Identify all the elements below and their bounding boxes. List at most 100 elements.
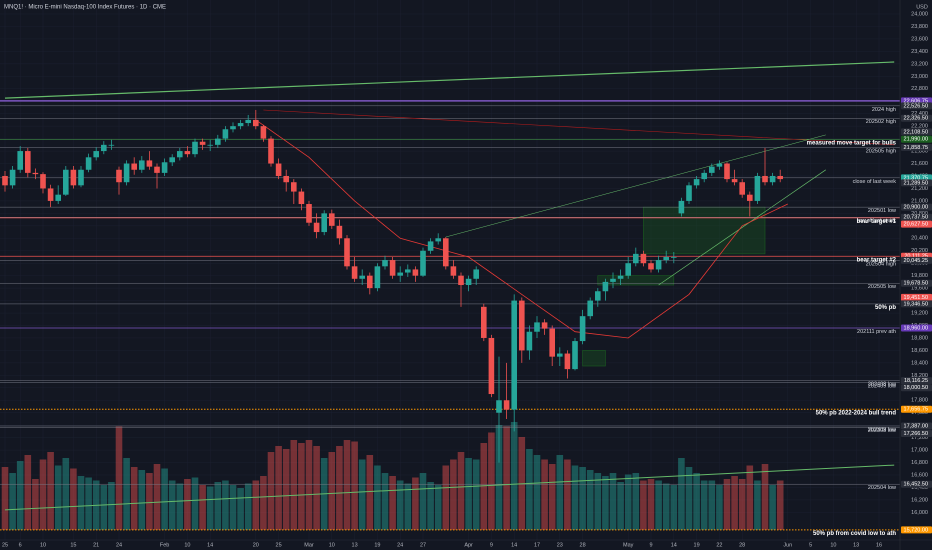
x-tick-label: 6: [19, 542, 22, 548]
candle-body: [503, 400, 510, 410]
price-tag: [901, 430, 932, 438]
y-tick-label: 19,600: [911, 286, 928, 292]
volume-bar: [700, 480, 708, 530]
price-tag-label: 22,108.50: [904, 129, 928, 135]
price-tag-label: 20,045.25: [904, 258, 928, 264]
price-tag: [901, 279, 932, 287]
y-tick-label: 23,800: [911, 24, 928, 30]
volume-bar: [526, 449, 533, 530]
y-tick-label: 18,200: [911, 373, 928, 379]
candle-body: [161, 162, 168, 173]
price-tag: [901, 213, 932, 221]
volume-bar: [723, 479, 731, 530]
price-tag-label: 21,289.50: [904, 180, 928, 186]
level-label: 202504 high: [866, 261, 896, 267]
candle-body: [724, 163, 730, 180]
candle-body: [564, 353, 571, 370]
candle-body: [610, 278, 616, 282]
price-tag: [901, 128, 932, 136]
price-tag-label: 22,326.50: [904, 116, 928, 122]
candle-body: [55, 194, 61, 201]
x-tick-label: 5: [809, 542, 812, 548]
candle-body: [17, 151, 23, 170]
volume-bar: [389, 476, 396, 530]
candle-body: [260, 126, 267, 139]
trend-line: [445, 134, 826, 238]
candle-body: [192, 141, 198, 155]
candle-body: [329, 213, 335, 226]
price-tag-label: 17,266.50: [904, 431, 928, 437]
candle-body: [40, 174, 46, 189]
volume-bar: [1, 467, 9, 530]
candle-body: [367, 275, 373, 289]
candle-body: [648, 263, 654, 270]
price-tag: [901, 324, 932, 332]
price-tag-label: 21,990.00: [904, 137, 928, 143]
volume-bar: [100, 485, 108, 530]
level-label: 202505 high: [866, 148, 896, 154]
volume-bar: [738, 479, 746, 530]
price-tag-label: 20,111.25: [904, 254, 928, 260]
candle-body: [222, 129, 229, 139]
volume-bar: [442, 465, 450, 530]
candle-body: [344, 238, 350, 267]
candle-body: [549, 328, 555, 357]
volume-bar: [222, 480, 229, 530]
volume-bar: [624, 474, 632, 530]
volume-bar: [237, 488, 244, 530]
y-tick-label: 23,000: [911, 74, 928, 80]
volume-bar: [571, 465, 579, 530]
x-tick-label: 9: [490, 542, 493, 548]
volume-bar: [510, 422, 518, 530]
candle-body: [762, 175, 768, 183]
volume-bar: [609, 473, 617, 530]
volume-bar: [632, 473, 640, 530]
candle-body: [47, 188, 54, 201]
volume-bar: [108, 482, 115, 530]
price-tag: [901, 220, 932, 228]
volume-bar: [548, 464, 556, 530]
level-label: 202501 low: [868, 208, 896, 214]
y-tick-label: 21,800: [911, 149, 928, 155]
candle-body: [587, 300, 593, 317]
x-tick-label: 10: [184, 542, 190, 548]
price-tag-label: 17,387.00: [904, 423, 928, 429]
y-tick-label: 21,600: [911, 161, 928, 167]
price-tag: [901, 143, 932, 151]
volume-bar: [267, 452, 275, 530]
price-tag-label: 19,678.50: [904, 281, 928, 287]
volume-bar: [602, 476, 609, 530]
volume-bar: [252, 480, 260, 530]
volume-bar: [716, 485, 723, 530]
volume-bar: [336, 446, 343, 530]
y-tick-label: 16,600: [911, 472, 928, 478]
x-tick-label: 14: [207, 542, 213, 548]
volume-bar: [579, 467, 586, 530]
volume-bar: [305, 440, 313, 530]
volume-bar: [480, 443, 488, 530]
y-tick-label: 21,000: [911, 198, 928, 204]
price-tag-label: 17,656.75: [904, 407, 928, 413]
volume-bar: [746, 465, 754, 530]
candle-body: [2, 175, 8, 186]
volume-bar: [434, 485, 442, 530]
x-tick-label: 19: [694, 542, 700, 548]
volume-bar: [199, 485, 206, 530]
candle-body: [131, 163, 137, 170]
candle-body: [177, 151, 183, 158]
volume-bar: [678, 458, 685, 530]
candle-body: [351, 266, 358, 279]
candle-body: [184, 151, 191, 155]
y-tick-label: 17,200: [911, 435, 928, 441]
volume-bar: [85, 477, 92, 530]
volume-bar: [161, 468, 168, 530]
candle-body: [671, 256, 677, 258]
candle-body: [511, 300, 517, 410]
candle-body: [420, 250, 426, 276]
x-tick-label: 24: [116, 542, 122, 548]
volume-bar: [457, 452, 465, 530]
volume-bar: [761, 464, 769, 530]
price-tag-label: 21,858.75: [904, 145, 928, 151]
x-tick-label: 23: [557, 542, 563, 548]
volume-bar: [206, 486, 214, 530]
